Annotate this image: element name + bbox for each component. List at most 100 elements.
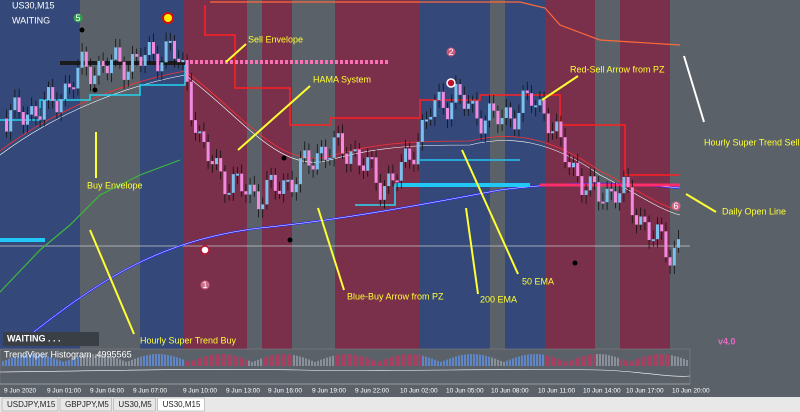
candle: [450, 102, 454, 120]
annotation: Buy Envelope: [87, 180, 143, 190]
histogram-bar: [179, 358, 181, 366]
candle: [177, 58, 181, 63]
candle: [131, 54, 134, 72]
candle: [210, 161, 214, 165]
histogram-bar: [53, 358, 55, 366]
swing-dot: [79, 27, 85, 33]
candle: [42, 100, 46, 120]
trend-band: [505, 0, 545, 349]
candle: [299, 158, 302, 185]
histogram-bar: [128, 361, 130, 366]
histogram-bar: [668, 354, 670, 366]
histogram-bar: [398, 355, 400, 366]
histogram-bar: [113, 357, 115, 366]
candle: [370, 157, 374, 160]
candle: [626, 176, 630, 188]
histogram-bar: [164, 354, 166, 366]
candle: [639, 216, 643, 225]
histogram-bar: [368, 358, 370, 366]
histogram-bar: [95, 354, 97, 366]
candle: [609, 188, 613, 192]
histogram-bar: [125, 361, 127, 366]
histogram-bar: [77, 356, 79, 366]
tab[interactable]: [1, 397, 59, 412]
histogram-bar: [503, 361, 505, 366]
tab[interactable]: [59, 397, 112, 412]
buy-signal-dot: [200, 245, 210, 255]
histogram-bar: [170, 355, 172, 366]
annotation-arrow: [89, 229, 135, 335]
candle: [231, 174, 235, 193]
annotation-arrow: [685, 193, 717, 213]
swing-dot: [572, 260, 578, 266]
candle: [525, 90, 529, 94]
annotation: 200 EMA: [480, 294, 517, 304]
candle: [551, 131, 554, 134]
histogram-bar: [80, 355, 82, 366]
histogram-bar: [536, 354, 538, 366]
histogram-bar: [269, 355, 271, 366]
histogram-bar: [188, 361, 190, 366]
candle: [559, 121, 563, 138]
x-axis-label: 9 Jun 01:00: [47, 388, 81, 395]
histogram-bar: [575, 358, 577, 366]
histogram-bar: [305, 358, 307, 366]
histogram-bar: [89, 354, 91, 366]
histogram-bar: [290, 354, 292, 366]
histogram-bar: [62, 361, 64, 366]
histogram-bar: [338, 354, 340, 366]
candle: [483, 120, 487, 134]
candle: [76, 67, 80, 89]
histogram-bar: [116, 358, 118, 366]
histogram-bar: [596, 354, 598, 366]
candle: [509, 107, 512, 119]
histogram-bar: [11, 357, 13, 366]
candle: [420, 119, 424, 142]
histogram-bar: [524, 354, 526, 366]
candle: [677, 239, 680, 248]
candle: [362, 165, 365, 171]
candle: [429, 116, 433, 120]
candle: [21, 112, 25, 125]
candle: [416, 141, 420, 165]
annotation: 50 EMA: [522, 276, 554, 286]
candle: [126, 71, 130, 80]
x-axis-label: 9 Jun 2020: [4, 388, 37, 395]
candle: [244, 191, 248, 195]
candle: [433, 100, 437, 117]
histogram-bar: [221, 354, 223, 366]
histogram-bar: [578, 357, 580, 366]
histogram-bar: [332, 355, 334, 366]
candle: [387, 173, 391, 187]
histogram-bar: [425, 356, 427, 366]
candle: [668, 257, 672, 266]
histogram-bar: [104, 354, 106, 366]
annotation-arrow: [465, 207, 479, 295]
candle: [215, 158, 218, 165]
histogram-bar: [41, 354, 43, 366]
histogram-bar: [440, 361, 442, 366]
tab[interactable]: [157, 397, 205, 412]
sell-signal-dot: [162, 12, 174, 24]
histogram-bar: [2, 361, 4, 366]
histogram-bar: [287, 354, 289, 366]
histogram-bar: [5, 360, 7, 366]
candle: [47, 87, 50, 101]
histogram-bar: [44, 355, 46, 366]
histogram-bar: [449, 358, 451, 366]
histogram-bar: [464, 354, 466, 366]
candle: [580, 176, 584, 195]
histogram-bar: [254, 360, 256, 366]
histogram-bar: [590, 354, 592, 366]
annotation: Red-Sell Arrow from PZ: [570, 64, 665, 74]
candle: [227, 192, 231, 195]
tab[interactable]: [113, 397, 156, 412]
histogram-bar: [86, 354, 88, 366]
histogram-bar: [374, 360, 376, 366]
histogram-bar: [296, 355, 298, 366]
candle: [588, 176, 592, 191]
histogram-bar: [38, 354, 40, 366]
candle: [437, 91, 441, 101]
histogram-bar: [371, 359, 373, 366]
histogram-bar: [677, 356, 679, 366]
